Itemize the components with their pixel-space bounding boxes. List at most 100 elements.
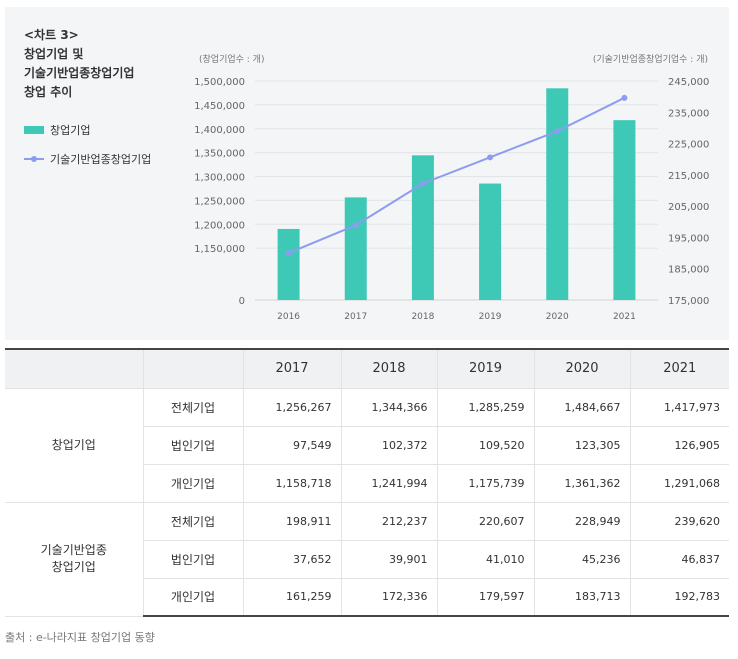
bar bbox=[411, 155, 434, 300]
table-cell: 1,344,366 bbox=[340, 387, 438, 427]
row-label: 개인기업 bbox=[143, 577, 244, 617]
chart-title: <차트 3> 창업기업 및 기술기반업종창업기업 창업 추이 bbox=[24, 26, 134, 102]
table-cell: 192,783 bbox=[629, 577, 729, 617]
row-label: 법인기업 bbox=[143, 539, 244, 579]
legend-line-swatch bbox=[24, 155, 44, 163]
legend-bar-label: 창업기업 bbox=[50, 124, 91, 137]
source-note: 출처 : e-나라지표 창업기업 동향 bbox=[5, 631, 155, 644]
bar bbox=[277, 228, 300, 300]
row-label: 전체기업 bbox=[142, 387, 244, 427]
x-tick-label: 2016 bbox=[277, 312, 300, 322]
left-tick-label: 1,450,000 bbox=[194, 101, 245, 112]
table-cell: 1,291,068 bbox=[629, 463, 729, 503]
bar bbox=[479, 183, 502, 300]
row-label: 법인기업 bbox=[143, 425, 244, 465]
table-row: 개인기업 161,259 172,336 179,597 183,713 192… bbox=[5, 577, 729, 617]
table-header-row: 2017 2018 2019 2020 2021 bbox=[5, 348, 729, 389]
table-cell: 1,361,362 bbox=[533, 463, 631, 503]
line-point bbox=[285, 250, 292, 257]
row-label: 전체기업 bbox=[142, 501, 244, 541]
table-cell: 126,905 bbox=[629, 425, 729, 465]
table-cell: 37,652 bbox=[242, 539, 342, 579]
x-tick-label: 2021 bbox=[613, 312, 636, 322]
right-tick-label: 195,000 bbox=[668, 233, 709, 244]
table-cell: 109,520 bbox=[436, 425, 535, 465]
line-series bbox=[288, 96, 625, 254]
table-row: 개인기업 1,158,718 1,241,994 1,175,739 1,361… bbox=[5, 463, 729, 503]
table-header-cell: 2021 bbox=[629, 348, 729, 389]
table-row: 법인기업 97,549 102,372 109,520 123,305 126,… bbox=[5, 425, 729, 465]
right-tick-label: 225,000 bbox=[668, 140, 709, 151]
table-cell: 198,911 bbox=[242, 501, 342, 541]
table-cell: 1,158,718 bbox=[242, 463, 342, 503]
legend-item-bar: 창업기업 bbox=[24, 123, 151, 137]
right-tick-label: 205,000 bbox=[668, 202, 709, 213]
row-group-tech-startups: 기술기반업종 창업기업 bbox=[5, 501, 144, 617]
table-row: 법인기업 37,652 39,901 41,010 45,236 46,837 bbox=[5, 539, 729, 579]
left-tick-label: 1,400,000 bbox=[194, 125, 245, 136]
table-header-corner bbox=[5, 348, 144, 389]
line-point bbox=[621, 94, 628, 101]
table-cell: 228,949 bbox=[533, 501, 631, 541]
data-table: 2017 2018 2019 2020 2021 창업기업 전체기업 1,256… bbox=[5, 348, 729, 617]
table-cell: 46,837 bbox=[629, 539, 729, 579]
table-row: 창업기업 전체기업 1,256,267 1,344,366 1,285,259 … bbox=[5, 387, 729, 503]
table-cell: 97,549 bbox=[242, 425, 342, 465]
right-tick-label: 175,000 bbox=[668, 296, 709, 307]
table-header-cell: 2018 bbox=[340, 348, 438, 389]
left-tick-label: 0 bbox=[239, 296, 245, 307]
table-cell: 220,607 bbox=[436, 501, 535, 541]
row-group-tech-line2: 창업기업 bbox=[51, 560, 96, 574]
table-cell: 183,713 bbox=[533, 577, 631, 617]
line-point bbox=[419, 180, 426, 187]
table-cell: 123,305 bbox=[533, 425, 631, 465]
table-cell: 39,901 bbox=[340, 539, 438, 579]
x-tick-label: 2018 bbox=[411, 312, 434, 322]
right-tick-label: 185,000 bbox=[668, 265, 709, 276]
legend-item-line: 기술기반업종창업기업 bbox=[24, 152, 151, 166]
table-header-cell: 2019 bbox=[436, 348, 535, 389]
left-tick-label: 1,250,000 bbox=[194, 196, 245, 207]
table-header-cell: 2020 bbox=[533, 348, 631, 389]
line-point bbox=[352, 222, 359, 229]
table-cell: 161,259 bbox=[242, 577, 342, 617]
bar bbox=[344, 197, 367, 300]
table-cell: 41,010 bbox=[436, 539, 535, 579]
row-group-startups: 창업기업 bbox=[5, 387, 144, 503]
table-cell: 1,175,739 bbox=[436, 463, 535, 503]
legend-bar-swatch bbox=[24, 126, 44, 134]
left-tick-label: 1,200,000 bbox=[194, 220, 245, 231]
chart-title-line1: 창업기업 및 bbox=[24, 47, 84, 61]
table-cell: 172,336 bbox=[340, 577, 438, 617]
chart-title-line3: 창업 추이 bbox=[24, 85, 73, 99]
chart-label: <차트 3> bbox=[24, 28, 79, 42]
x-tick-label: 2019 bbox=[479, 312, 502, 322]
chart-title-line2: 기술기반업종창업기업 bbox=[24, 66, 135, 80]
table-cell: 1,417,973 bbox=[629, 387, 729, 427]
table-cell: 1,256,267 bbox=[242, 387, 342, 427]
row-group-tech-line1: 기술기반업종 bbox=[40, 543, 107, 557]
bar bbox=[613, 120, 636, 300]
combo-chart: 1,500,000 1,450,000 1,400,000 1,350,000 1,30… bbox=[194, 54, 709, 322]
table-header-cell: 2017 bbox=[242, 348, 342, 389]
table-cell: 1,484,667 bbox=[533, 387, 631, 427]
left-tick-label: 1,300,000 bbox=[194, 173, 245, 184]
x-tick-label: 2017 bbox=[344, 312, 367, 322]
table-row: 기술기반업종 창업기업 전체기업 198,911 212,237 220,607… bbox=[5, 501, 729, 617]
chart-legend: 창업기업 기술기반업종창업기업 bbox=[24, 123, 151, 181]
left-tick-label: 1,500,000 bbox=[194, 77, 245, 88]
table-cell: 1,285,259 bbox=[436, 387, 535, 427]
table-cell: 1,241,994 bbox=[340, 463, 438, 503]
table-header-corner-sub bbox=[142, 348, 244, 389]
right-tick-label: 245,000 bbox=[668, 77, 709, 88]
table-cell: 45,236 bbox=[533, 539, 631, 579]
table-cell: 179,597 bbox=[436, 577, 535, 617]
left-tick-label: 1,150,000 bbox=[194, 244, 245, 255]
line-point bbox=[554, 128, 561, 135]
chart-panel: <차트 3> 창업기업 및 기술기반업종창업기업 창업 추이 창업기업 기술기반… bbox=[5, 7, 729, 340]
table-cell: 239,620 bbox=[629, 501, 729, 541]
right-axis-unit: (기술기반업종창업기업수 : 개) bbox=[593, 54, 708, 65]
x-tick-label: 2020 bbox=[546, 312, 569, 322]
left-axis-unit: (창업기업수 : 개) bbox=[199, 54, 264, 65]
table-cell: 102,372 bbox=[340, 425, 438, 465]
